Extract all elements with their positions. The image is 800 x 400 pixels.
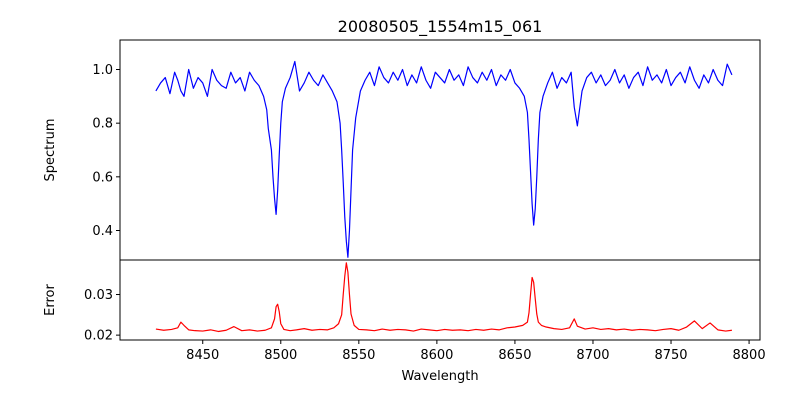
error-y-axis-label: Error <box>43 284 58 316</box>
spectrum-y-tick-label: 1.0 <box>92 63 113 78</box>
x-axis-label: Wavelength <box>401 369 478 384</box>
spectrum-panel: 0.4 0.6 0.8 1.0 Spectrum <box>43 39 761 264</box>
error-x-ticks: 8450 8500 8550 8600 8650 8700 8750 8800 <box>186 340 766 363</box>
spectrum-y-axis-label: Spectrum <box>43 119 58 182</box>
error-x-tick-label: 8600 <box>420 348 453 363</box>
error-x-tick-label: 8700 <box>576 348 609 363</box>
chart-title: 20080505_1554m15_061 <box>338 17 543 37</box>
error-x-tick-label: 8450 <box>186 348 219 363</box>
spectrum-y-ticks: 0.4 0.6 0.8 1.0 <box>92 63 120 239</box>
error-y-ticks: 0.02 0.03 <box>84 288 120 344</box>
error-x-tick-label: 8500 <box>264 348 297 363</box>
error-x-tick-label: 8800 <box>733 348 766 363</box>
error-y-tick-label: 0.03 <box>84 288 113 303</box>
error-series-line <box>155 262 732 333</box>
error-x-tick-label: 8750 <box>654 348 687 363</box>
error-y-tick-label: 0.02 <box>84 329 113 344</box>
spectrum-y-tick-label: 0.6 <box>92 170 113 185</box>
error-series-group <box>155 262 732 333</box>
spectrum-y-tick-label: 0.4 <box>92 224 113 239</box>
error-x-tick-label: 8550 <box>342 348 375 363</box>
spectrum-series-line <box>155 60 733 258</box>
error-x-tick-label: 8650 <box>498 348 531 363</box>
error-panel: 0.02 0.03 8450 8500 8550 8600 8650 8700 8750 880… <box>43 259 766 384</box>
spectrum-y-tick-label: 0.8 <box>92 117 113 132</box>
spectrum-series-group <box>155 60 733 258</box>
error-plot-frame <box>119 259 761 341</box>
error-plot-area <box>120 260 760 340</box>
spectrum-plot-area <box>120 40 760 260</box>
